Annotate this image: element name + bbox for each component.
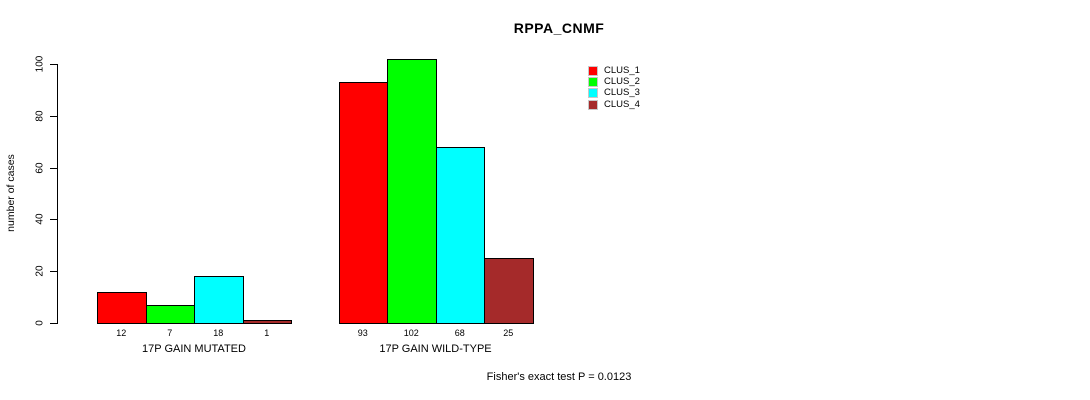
y-tick-label: 100 [34, 55, 46, 73]
y-tick [50, 219, 57, 221]
y-tick-label: 60 [34, 162, 46, 174]
bar-CLUS_2 [145, 304, 195, 324]
bar-value-label: 18 [213, 328, 224, 338]
y-tick-label: 80 [34, 110, 46, 122]
legend-item-CLUS_1: CLUS_1 [588, 65, 640, 76]
y-tick [50, 271, 57, 273]
x-group-label: 17P GAIN MUTATED [142, 343, 246, 355]
bar-CLUS_1 [97, 291, 147, 324]
x-group-label: 17P GAIN WILD-TYPE [379, 343, 492, 355]
legend-label: CLUS_1 [604, 64, 640, 76]
legend-swatch-icon [588, 65, 598, 76]
bar-CLUS_3 [435, 146, 485, 324]
bar-CLUS_1 [338, 82, 388, 324]
legend-label: CLUS_3 [604, 87, 640, 99]
bar-value-label: 68 [454, 328, 465, 338]
y-axis-title: number of cases [5, 154, 17, 232]
y-tick-label: 40 [34, 213, 46, 225]
legend: CLUS_1 CLUS_2 CLUS_3 CLUS_4 [588, 65, 640, 110]
legend-item-CLUS_2: CLUS_2 [588, 76, 640, 87]
y-tick [50, 167, 57, 169]
bar-CLUS_4 [242, 320, 292, 324]
legend-item-CLUS_4: CLUS_4 [588, 99, 640, 110]
bar-value-label: 7 [167, 328, 173, 338]
y-tick [50, 323, 57, 324]
y-tick-label: 0 [34, 320, 46, 326]
bar-CLUS_4 [484, 258, 534, 324]
chart-title: RPPA_CNMF [513, 20, 605, 36]
bar-value-label: 12 [116, 328, 127, 338]
legend-swatch-icon [588, 88, 598, 99]
y-tick [50, 64, 57, 65]
bar-value-label: 1 [264, 328, 270, 338]
y-tick-label: 20 [34, 265, 46, 277]
legend-swatch-icon [588, 99, 598, 110]
y-tick [50, 115, 57, 117]
bar-value-label: 102 [403, 328, 419, 338]
legend-swatch-icon [588, 76, 598, 87]
annotation-text: Fisher's exact test P = 0.0123 [486, 371, 632, 383]
bar-CLUS_3 [194, 276, 244, 324]
legend-item-CLUS_3: CLUS_3 [588, 88, 640, 99]
y-axis-line [57, 64, 58, 324]
bar-value-label: 93 [357, 328, 368, 338]
legend-label: CLUS_4 [604, 98, 640, 110]
bar-value-label: 25 [503, 328, 514, 338]
bar-CLUS_2 [387, 58, 437, 324]
legend-label: CLUS_2 [604, 75, 640, 87]
